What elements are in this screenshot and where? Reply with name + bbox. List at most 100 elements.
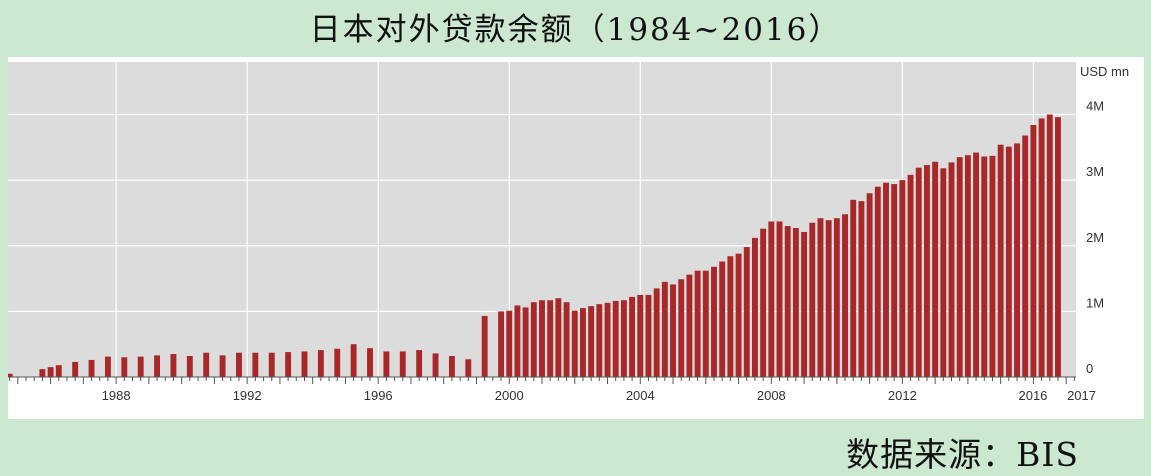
bar xyxy=(973,152,980,377)
bar xyxy=(735,253,742,378)
y-tick-label: 4M xyxy=(1086,99,1104,114)
bar xyxy=(399,351,406,377)
bar xyxy=(784,226,791,377)
bar xyxy=(72,361,79,377)
bar xyxy=(899,180,906,378)
bar xyxy=(547,300,554,377)
bar xyxy=(670,284,676,377)
bar xyxy=(498,311,504,378)
bar xyxy=(866,193,873,377)
bar xyxy=(539,300,545,377)
bar xyxy=(1030,125,1037,377)
y-axis-labels: 0 1M 2M 3M 4M xyxy=(1086,99,1104,377)
bar xyxy=(629,296,636,377)
bar xyxy=(645,294,652,377)
bar xyxy=(137,356,144,377)
x-tick-label: 2016 xyxy=(1018,388,1047,403)
bar xyxy=(285,352,292,377)
bar xyxy=(702,270,709,377)
bar xyxy=(170,354,177,377)
bar xyxy=(571,310,578,377)
bar xyxy=(792,228,799,377)
bar xyxy=(964,155,971,377)
bar xyxy=(997,144,1004,377)
bar xyxy=(465,359,472,377)
bar xyxy=(121,357,128,377)
bar xyxy=(858,201,865,378)
bar xyxy=(891,184,898,377)
bar xyxy=(596,304,603,377)
bar xyxy=(760,228,767,377)
bar xyxy=(506,310,513,377)
bar xyxy=(923,165,930,377)
bar xyxy=(956,157,963,377)
bar xyxy=(604,302,611,377)
bar xyxy=(334,348,341,377)
bar xyxy=(817,218,824,377)
bar xyxy=(432,353,439,378)
bar xyxy=(661,281,668,377)
bar xyxy=(752,237,758,378)
bar xyxy=(1005,146,1012,377)
bar xyxy=(686,274,693,378)
x-tick-label: 2017 xyxy=(1067,388,1096,403)
bar xyxy=(268,352,275,377)
bar xyxy=(1022,135,1029,377)
bar xyxy=(580,308,586,377)
bar xyxy=(653,288,660,377)
bar xyxy=(252,352,259,377)
bar xyxy=(809,222,816,377)
bar xyxy=(833,218,840,377)
bar xyxy=(915,167,922,377)
bar xyxy=(39,369,46,378)
bar xyxy=(203,352,210,377)
bar xyxy=(768,221,775,377)
bar xyxy=(481,315,488,377)
bar xyxy=(981,156,988,377)
bar xyxy=(694,270,701,377)
bar xyxy=(236,352,242,377)
bar xyxy=(948,162,955,377)
y-axis-unit: USD mn xyxy=(1080,64,1129,79)
y-tick-label: 2M xyxy=(1086,230,1104,245)
bar xyxy=(637,294,644,377)
bar xyxy=(350,344,357,377)
bar xyxy=(555,298,562,377)
x-tick-label: 2004 xyxy=(626,388,655,403)
bar-chart: 1988 1992 1996 2000 2004 2008 2012 2016 2017 0 1M… xyxy=(8,62,1129,403)
x-tick-label: 2000 xyxy=(495,388,524,403)
bar xyxy=(1014,143,1020,378)
data-source: 数据来源：BIS xyxy=(846,435,1079,474)
bar xyxy=(743,247,750,377)
chart-title: 日本对外贷款余额（1984~2016） xyxy=(309,12,842,48)
bar xyxy=(514,305,521,377)
y-tick-label: 0 xyxy=(1086,361,1093,376)
x-axis-labels: 1988 1992 1996 2000 2004 2008 2012 2016 2017 xyxy=(102,388,1096,403)
bar xyxy=(317,350,324,377)
bar xyxy=(47,367,54,377)
bar xyxy=(932,161,939,377)
bar xyxy=(883,182,889,377)
bar xyxy=(907,174,914,377)
bar xyxy=(104,356,111,377)
x-tick-label: 2012 xyxy=(888,388,917,403)
bar xyxy=(448,356,455,377)
bar xyxy=(727,256,734,377)
bar xyxy=(825,220,832,377)
bar xyxy=(301,351,308,377)
x-tick-label: 1996 xyxy=(364,388,393,403)
bar xyxy=(8,373,13,377)
bar xyxy=(620,300,627,377)
bar xyxy=(711,266,717,377)
bar xyxy=(522,307,529,377)
x-tick-label: 1992 xyxy=(233,388,262,403)
bar xyxy=(219,355,226,377)
bar xyxy=(1046,114,1053,377)
bar xyxy=(776,221,783,377)
bar xyxy=(88,359,95,377)
bar xyxy=(154,355,161,377)
bar xyxy=(563,302,570,377)
x-tick-label: 1988 xyxy=(102,388,131,403)
bar xyxy=(588,306,595,378)
bar xyxy=(1055,117,1061,378)
